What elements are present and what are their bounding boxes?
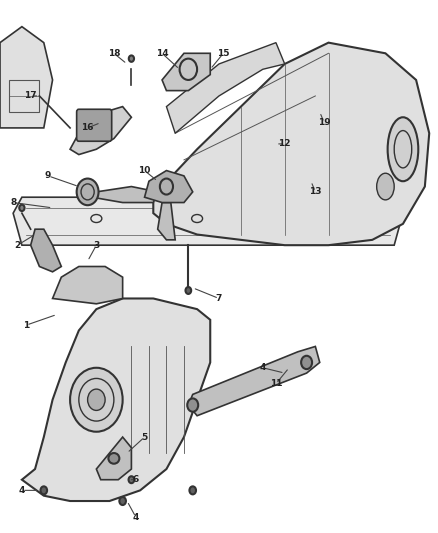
Ellipse shape — [19, 205, 25, 211]
Ellipse shape — [70, 368, 123, 432]
Polygon shape — [13, 197, 403, 245]
Ellipse shape — [41, 486, 47, 495]
Text: 3: 3 — [93, 241, 99, 249]
Ellipse shape — [129, 55, 134, 62]
Text: 5: 5 — [141, 433, 148, 441]
Bar — [9, 80, 39, 112]
Text: 19: 19 — [318, 118, 330, 127]
Text: 2: 2 — [14, 241, 21, 249]
Ellipse shape — [187, 399, 198, 411]
Polygon shape — [166, 43, 285, 133]
Polygon shape — [22, 298, 210, 501]
FancyBboxPatch shape — [77, 109, 112, 141]
Text: 7: 7 — [216, 294, 222, 303]
Polygon shape — [92, 187, 158, 203]
Text: 9: 9 — [45, 172, 51, 180]
Ellipse shape — [119, 497, 126, 505]
Text: 17: 17 — [25, 92, 37, 100]
Ellipse shape — [129, 477, 134, 483]
Text: 18: 18 — [108, 49, 120, 58]
Polygon shape — [31, 229, 61, 272]
Polygon shape — [53, 266, 123, 304]
Polygon shape — [96, 437, 131, 480]
Polygon shape — [153, 43, 429, 245]
Ellipse shape — [189, 486, 196, 495]
Polygon shape — [145, 171, 193, 203]
Ellipse shape — [109, 453, 119, 464]
Ellipse shape — [301, 356, 312, 369]
Text: 10: 10 — [138, 166, 151, 175]
Polygon shape — [0, 27, 53, 128]
Text: 15: 15 — [217, 49, 230, 58]
Text: 14: 14 — [156, 49, 168, 58]
Text: 1: 1 — [23, 321, 29, 329]
Text: 8: 8 — [10, 198, 16, 207]
Text: 16: 16 — [81, 124, 94, 132]
Polygon shape — [162, 53, 210, 91]
Text: 13: 13 — [309, 188, 321, 196]
Ellipse shape — [388, 117, 418, 181]
Ellipse shape — [77, 179, 99, 205]
Text: 6: 6 — [133, 475, 139, 484]
Text: 12: 12 — [279, 140, 291, 148]
Text: 4: 4 — [133, 513, 139, 521]
Ellipse shape — [88, 389, 105, 410]
Polygon shape — [188, 346, 320, 416]
Polygon shape — [70, 107, 131, 155]
Text: 4: 4 — [19, 486, 25, 495]
Text: 4: 4 — [260, 364, 266, 372]
Polygon shape — [158, 203, 175, 240]
Ellipse shape — [377, 173, 394, 200]
Ellipse shape — [186, 287, 191, 294]
Text: 11: 11 — [270, 379, 282, 388]
